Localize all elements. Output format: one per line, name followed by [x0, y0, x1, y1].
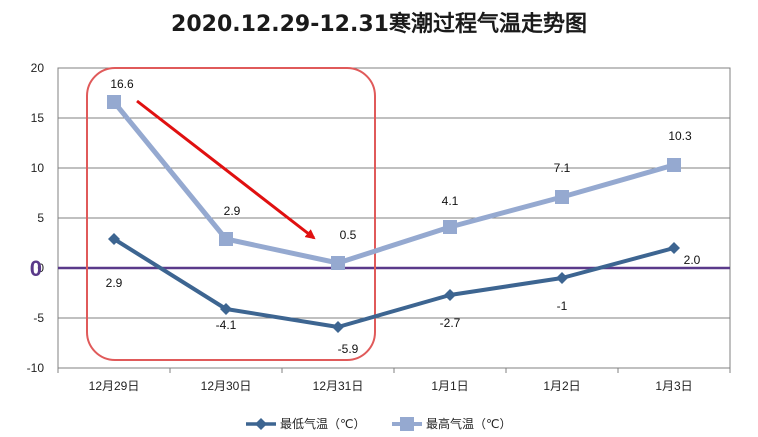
- data-point: [443, 220, 457, 234]
- data-point: [400, 417, 414, 431]
- annotations: [86, 67, 376, 361]
- data-labels: 2.9 -4.1 -5.9 -2.7 -1 2.0 16.6 2.9 0.5 4.1 7.1 10.3: [106, 77, 701, 356]
- data-point: [255, 418, 267, 430]
- legend-item: 最低气温（℃）: [280, 416, 365, 431]
- data-point: [555, 190, 569, 204]
- data-label: -5.9: [338, 342, 359, 356]
- data-label: 16.6: [110, 77, 134, 91]
- data-point: [667, 158, 681, 172]
- data-point: [108, 233, 120, 245]
- zero-highlight-label: 0: [30, 256, 42, 281]
- data-point: [220, 303, 232, 315]
- data-point: [331, 256, 345, 270]
- y-tick-label: 5: [37, 211, 44, 225]
- series-line: [112, 237, 675, 329]
- data-label: 4.1: [442, 194, 459, 208]
- trend-arrow: [136, 99, 316, 240]
- data-point: [107, 95, 121, 109]
- legend-item: 最高气温（℃）: [426, 416, 511, 431]
- data-label: 2.0: [684, 253, 701, 267]
- data-label: 2.9: [106, 276, 123, 290]
- y-tick-label: 0: [37, 261, 44, 275]
- x-tick-label: 1月3日: [655, 379, 692, 393]
- y-tick-label: -10: [27, 361, 45, 375]
- series-layer: [107, 95, 681, 333]
- data-label: 10.3: [668, 129, 692, 143]
- data-label: -1: [557, 299, 568, 313]
- data-label: -2.7: [440, 316, 461, 330]
- data-point: [444, 289, 456, 301]
- data-point: [668, 242, 680, 254]
- data-label: -4.1: [216, 318, 237, 332]
- x-tick-label: 12月30日: [201, 379, 252, 393]
- series-line: [112, 100, 675, 266]
- chart-title: 2020.12.29-12.31寒潮过程气温走势图: [171, 12, 587, 37]
- legend: 最低气温（℃） 最高气温（℃）: [246, 416, 511, 431]
- data-point: [332, 321, 344, 333]
- y-tick-label: -5: [33, 311, 44, 325]
- data-label: 0.5: [340, 228, 357, 242]
- data-label: 7.1: [554, 161, 571, 175]
- x-tick-label: 1月2日: [543, 379, 580, 393]
- x-tick-label: 1月1日: [431, 379, 468, 393]
- y-tick-label: 20: [31, 61, 45, 75]
- data-point: [556, 272, 568, 284]
- highlight-box: [86, 67, 376, 361]
- grid-lines: [57, 67, 731, 369]
- y-tick-label: 15: [31, 111, 45, 125]
- x-tick-label: 12月31日: [313, 379, 364, 393]
- x-tick-label: 12月29日: [89, 379, 140, 393]
- data-point: [219, 232, 233, 246]
- y-tick-label: 10: [31, 161, 45, 175]
- data-label: 2.9: [224, 204, 241, 218]
